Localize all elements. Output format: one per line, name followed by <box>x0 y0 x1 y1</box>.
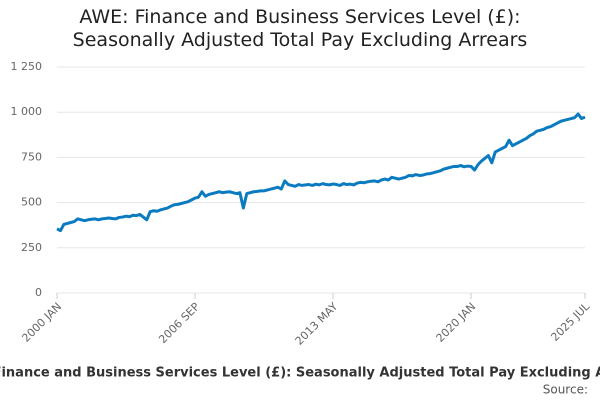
y-tick-label: 1 250 <box>11 60 43 73</box>
x-tick-label: 2013 MAY <box>293 300 341 348</box>
y-tick-label: 0 <box>35 286 42 299</box>
y-tick-label: 750 <box>21 150 42 163</box>
x-tick-label: 2020 JAN <box>434 300 479 345</box>
y-tick-label: 500 <box>21 196 42 209</box>
chart-title: AWE: Finance and Business Services Level… <box>72 6 528 51</box>
x-tick-label: 2025 JUL <box>548 299 592 343</box>
x-tick-label: 2006 SEP <box>156 300 202 346</box>
source: Source: <box>543 383 588 397</box>
x-tick-label: 2000 JAN <box>19 300 64 345</box>
y-tick-label: 250 <box>21 241 42 254</box>
line <box>56 112 586 233</box>
footer: AWE: Finance and Business Services Level… <box>0 366 600 381</box>
y-tick-label: 1 000 <box>11 105 43 118</box>
